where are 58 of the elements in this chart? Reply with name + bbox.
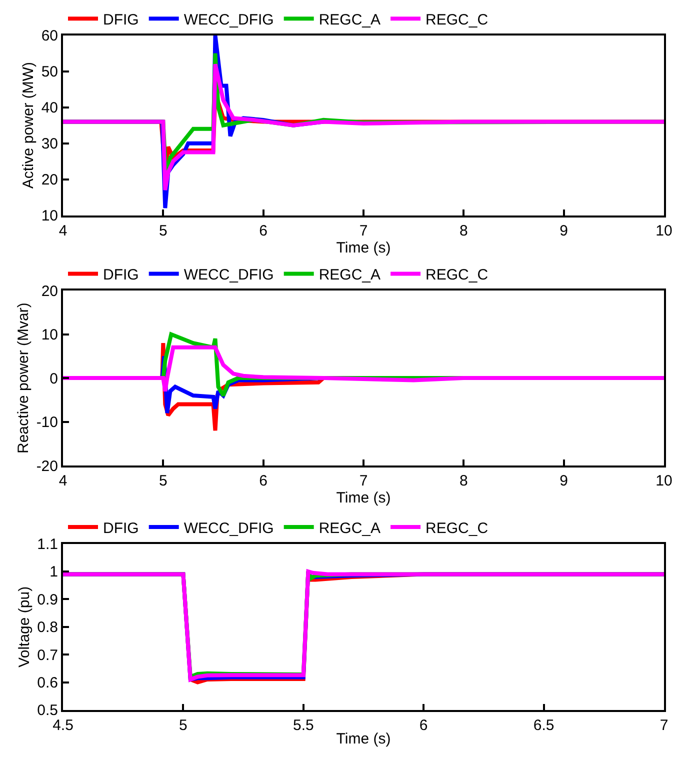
x-tick-label: 6: [259, 222, 268, 240]
x-tick-label: 6: [259, 472, 268, 490]
legend-label: REGC_A: [318, 11, 381, 28]
y-tick-label: 20: [41, 282, 58, 300]
y-tick-label: 0.9: [37, 591, 58, 608]
y-tick-label: 10: [41, 208, 58, 225]
legend-label: REGC_C: [426, 266, 488, 284]
x-tick-label: 10: [656, 222, 672, 240]
legend-label: WECC_DFIG: [184, 520, 274, 537]
legend-label: WECC_DFIG: [184, 11, 274, 28]
x-tick-label: 6: [419, 716, 428, 734]
x-tick-label: 4: [58, 472, 68, 490]
x-tick-label: 5: [159, 222, 168, 240]
y-tick-label: 0.5: [37, 702, 58, 720]
x-axis-title: Time (s): [336, 490, 391, 507]
legend-label: REGC_C: [426, 11, 488, 28]
y-tick-label: 0: [50, 370, 58, 388]
x-tick-label: 5: [159, 472, 168, 490]
legend-label: WECC_DFIG: [184, 266, 274, 284]
y-tick-label: 20: [41, 172, 58, 189]
y-tick-label: 30: [41, 136, 58, 153]
y-tick-label: 60: [41, 28, 58, 45]
x-axis-title: Time (s): [336, 239, 391, 256]
y-tick-label: 50: [41, 64, 58, 81]
y-axis-title: Reactive power (Mvar): [15, 302, 32, 454]
x-tick-label: 7: [660, 716, 668, 734]
x-axis-title: Time (s): [336, 730, 391, 748]
y-tick-label: 0.8: [37, 619, 58, 636]
y-tick-label: -10: [36, 414, 58, 432]
legend-label: REGC_A: [318, 266, 381, 284]
x-tick-label: 4: [58, 222, 68, 240]
line-series: [63, 62, 664, 192]
y-tick-label: 0.7: [37, 646, 58, 664]
y-tick-label: 1.1: [37, 536, 58, 554]
x-tick-label: 7: [359, 472, 368, 490]
line-series: [63, 345, 664, 394]
x-tick-label: 9: [560, 222, 568, 240]
y-axis-title: Active power (MW): [20, 62, 38, 189]
y-tick-label: -20: [36, 458, 58, 475]
x-tick-label: 9: [560, 472, 568, 490]
legend-label: REGC_A: [318, 520, 381, 537]
x-tick-label: 5.5: [292, 716, 314, 734]
y-tick-label: 10: [41, 326, 58, 344]
y-axis-title: Voltage (pu): [16, 586, 33, 668]
legend-label: DFIG: [103, 266, 139, 284]
legend-label: DFIG: [103, 11, 139, 28]
x-tick-label: 4.5: [52, 716, 74, 734]
y-tick-label: 40: [41, 100, 58, 117]
x-tick-label: 5: [179, 716, 188, 734]
y-tick-label: 1: [50, 564, 58, 581]
x-tick-label: 7: [359, 222, 368, 240]
x-tick-label: 10: [656, 472, 672, 490]
x-tick-label: 8: [460, 222, 468, 240]
legend-label: REGC_C: [426, 520, 488, 537]
x-tick-label: 6.5: [533, 716, 554, 734]
y-tick-label: 0.6: [37, 674, 58, 692]
legend-label: DFIG: [103, 520, 139, 537]
x-tick-label: 8: [460, 472, 468, 490]
